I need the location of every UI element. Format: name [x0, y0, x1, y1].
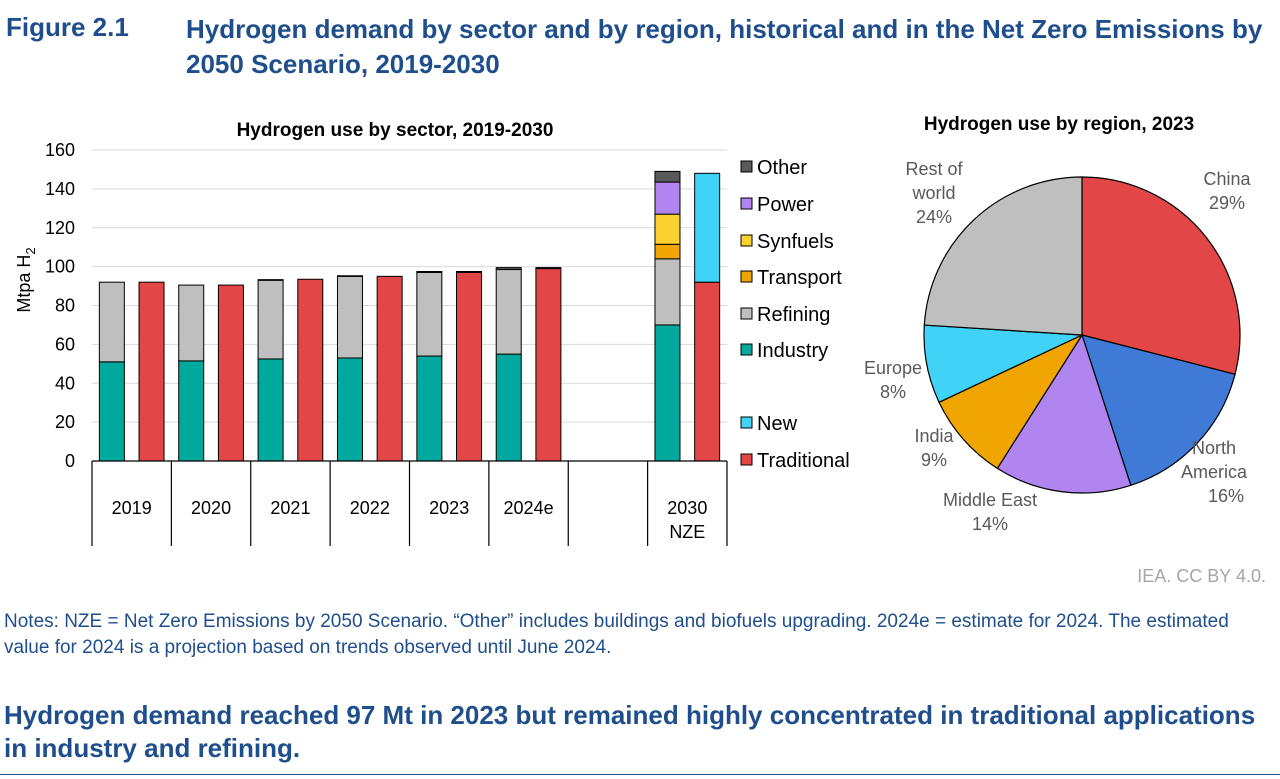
y-tick-label: 40 [55, 373, 75, 393]
legend-label-synfuels: Synfuels [757, 231, 834, 253]
bar-industry-2021 [257, 358, 284, 462]
pie-slice-india [938, 333, 1084, 470]
x-tick-label: 2024e [504, 498, 554, 518]
legend-label-new: New [757, 413, 798, 435]
bar-legend: Other Power Synfuels Transport Refining Indus… [740, 157, 850, 472]
x-tick-label: 2030 [667, 498, 707, 518]
headline: Hydrogen demand reached 97 Mt in 2023 bu… [4, 700, 1256, 763]
bar-refining-2030-nze [654, 258, 681, 326]
bar-refining-2024e [495, 269, 522, 355]
bar-industry-2022 [336, 357, 363, 462]
legend-label-power: Power [757, 194, 814, 216]
legend-swatch-synfuels [740, 234, 753, 247]
legend-swatch-new [740, 416, 753, 429]
y-tick-label: 160 [45, 140, 75, 160]
bar-synfuels-2030-nze [654, 213, 681, 245]
y-tick-label: 60 [55, 334, 75, 354]
pie-label-india: India 9% [914, 426, 954, 470]
bar-new-2030-nze [694, 172, 721, 283]
y-tick-label: 140 [45, 179, 75, 199]
bar-refining-2021 [257, 279, 284, 360]
bar-marks [98, 170, 721, 462]
x-tick-label: 2022 [350, 498, 390, 518]
bar-transport-2030-nze [654, 243, 681, 260]
bar-industry-2030-nze [654, 324, 681, 462]
bar-chart-title: Hydrogen use by sector, 2019-2030 [237, 120, 554, 141]
pie-label-europe: Europe 8% [864, 358, 922, 402]
bar-new-2023 [456, 270, 483, 273]
bar-traditional-2030-nze [694, 281, 721, 462]
bar-industry-2019 [98, 361, 125, 462]
y-axis-label-subscript: 2 [23, 247, 38, 254]
bar-traditional-2024e [535, 268, 562, 462]
bar-industry-2024e [495, 353, 522, 462]
legend-swatch-traditional [740, 453, 753, 466]
pie-slice-china [1081, 176, 1241, 376]
legend-label-refining: Refining [757, 304, 830, 326]
legend-swatch-other [740, 160, 753, 173]
bar-x-axis: 2019 2020 2021 2022 2023 2024e 2030 NZE [91, 460, 728, 546]
pie-label-china: China 29% [1203, 169, 1251, 213]
pie-label-rest-of-world: Rest of world 24% [905, 159, 963, 227]
pie-chart: China 29% North America 16% Middle East 14% Ind… [864, 159, 1252, 534]
bar-y-ticks: 0 20 40 60 80 100 120 140 160 [45, 140, 75, 471]
credit: IEA. CC BY 4.0. [1137, 566, 1266, 586]
notes: Notes: NZE = Net Zero Emissions by 2050 … [4, 611, 1229, 658]
legend-label-traditional: Traditional [757, 450, 850, 472]
bar-other-2022 [336, 275, 363, 277]
pie-label-middle-east: Middle East 14% [943, 490, 1037, 534]
bar-other-2030-nze [654, 170, 681, 183]
chart-canvas: Hydrogen use by sector, 2019-2030 Mtpa H… [14, 114, 1252, 546]
figure-number: Figure 2.1 [6, 12, 129, 42]
x-tick-label: 2021 [270, 498, 310, 518]
bar-other-2021 [257, 279, 284, 281]
y-tick-label: 20 [55, 412, 75, 432]
bar-other-2024e [495, 267, 522, 271]
bar-traditional-2019 [138, 281, 165, 462]
x-tick-label: NZE [669, 522, 705, 542]
x-tick-label: 2019 [112, 498, 152, 518]
pie-label-north-america: North America 16% [1181, 438, 1248, 506]
y-tick-label: 120 [45, 218, 75, 238]
legend-swatch-power [740, 197, 753, 210]
legend-swatch-transport [740, 270, 753, 283]
figure-title: Hydrogen demand by sector and by region,… [186, 14, 1263, 79]
bar-new-2024e [535, 267, 562, 270]
legend-label-other: Other [757, 157, 807, 179]
bar-other-2023 [416, 270, 443, 273]
bar-refining-2022 [336, 275, 363, 359]
y-tick-label: 80 [55, 296, 75, 316]
x-tick-label: 2023 [429, 498, 469, 518]
bar-traditional-2023 [456, 271, 483, 462]
legend-label-transport: Transport [757, 267, 842, 289]
bar-power-2030-nze [654, 181, 681, 215]
bar-refining-2020 [178, 284, 205, 362]
bottom-rule [0, 774, 1280, 775]
bar-refining-2019 [98, 281, 125, 363]
y-axis-label: Mtpa H2 [14, 247, 38, 312]
legend-swatch-industry [740, 343, 753, 356]
y-axis-label-text: Mtpa H [14, 255, 34, 313]
legend-swatch-refining [740, 307, 753, 320]
pie-slice-middle-east [996, 333, 1132, 494]
y-tick-label: 100 [45, 257, 75, 277]
legend-label-industry: Industry [757, 340, 828, 362]
pie-slice-north-america [1081, 334, 1236, 487]
bar-industry-2023 [416, 355, 443, 462]
bar-refining-2023 [416, 271, 443, 357]
pie-chart-title: Hydrogen use by region, 2023 [924, 114, 1194, 135]
bar-traditional-2022 [376, 275, 403, 462]
x-tick-label: 2020 [191, 498, 231, 518]
bar-traditional-2021 [297, 278, 324, 462]
bar-traditional-2020 [217, 284, 244, 462]
y-tick-label: 0 [65, 451, 75, 471]
bar-industry-2020 [178, 360, 205, 462]
pie-slice-rest-of-world [923, 176, 1083, 336]
